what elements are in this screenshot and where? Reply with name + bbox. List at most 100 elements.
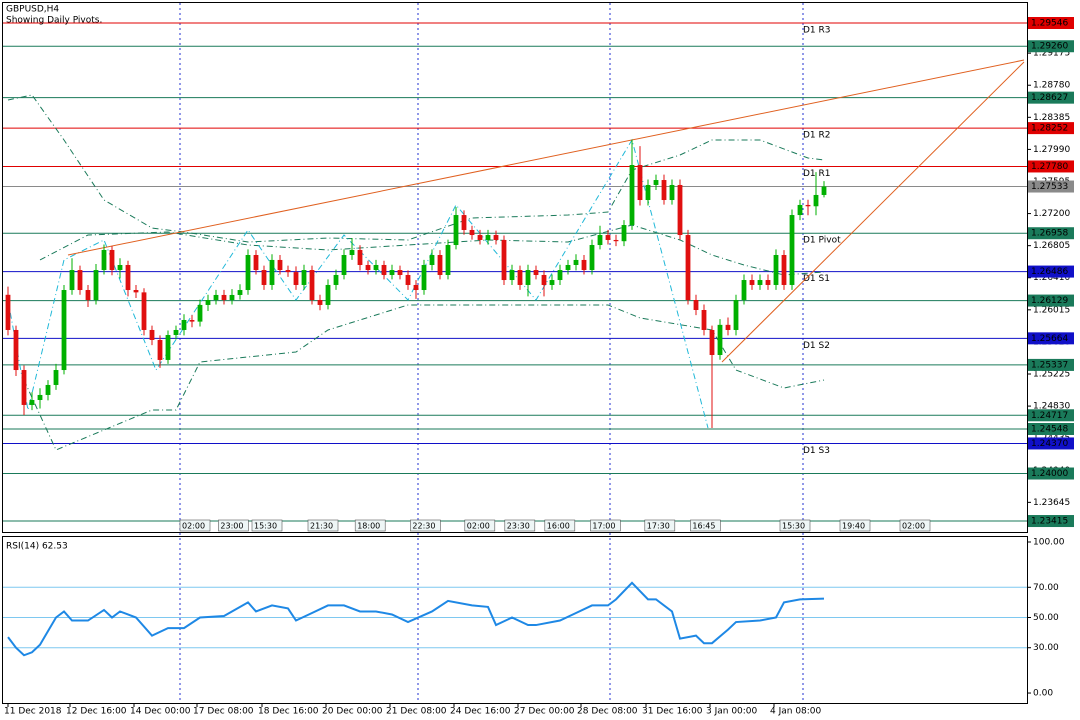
price-box: [1028, 122, 1074, 135]
candle-body: [293, 272, 299, 285]
candle-body: [285, 270, 291, 273]
band-line: [23, 304, 825, 451]
x-tick-label: 21 Dec 08:00: [386, 707, 447, 717]
price-box: [1028, 409, 1074, 422]
candle-body: [493, 235, 499, 240]
y-tick-label: 1.24830: [1033, 402, 1070, 412]
y-tick-label: 1.26410: [1033, 273, 1070, 283]
time-marker: 02:00: [179, 519, 211, 532]
candle-body: [221, 294, 227, 301]
price-box-label: 1.26486: [1031, 267, 1068, 277]
candle-body: [157, 339, 163, 360]
candle-body: [141, 292, 147, 330]
price-box-label: 1.25337: [1031, 360, 1068, 370]
candle-body: [213, 294, 219, 301]
y-tick-label: 1.28385: [1033, 113, 1070, 123]
candle-body: [557, 270, 563, 281]
time-marker: 18:00: [354, 519, 386, 532]
time-marker: 15:30: [251, 519, 283, 532]
time-marker: 21:30: [307, 519, 339, 532]
y-tick-label: 50.00: [1033, 613, 1059, 623]
time-marker-box: [839, 519, 871, 532]
price-box: [1028, 422, 1074, 435]
price-box: [1028, 265, 1074, 278]
y-tick-label: 1.27200: [1033, 209, 1070, 219]
y-tick-label: 1.27990: [1033, 145, 1070, 155]
candle-body: [365, 264, 371, 271]
pivot-label: D1 S3: [803, 446, 830, 456]
candle-body: [317, 300, 323, 305]
candle-body: [757, 280, 763, 285]
candle-body: [629, 164, 635, 226]
plot-layer: 1.291751.287801.283851.279901.275951.272…: [3, 17, 1074, 717]
candle-body: [717, 324, 723, 355]
time-marker-label: 02:00: [902, 522, 925, 531]
candle-body: [429, 255, 435, 265]
candle-body: [101, 249, 107, 271]
candle-body: [29, 400, 35, 405]
candle-body: [45, 384, 51, 395]
band-line: [7, 138, 709, 429]
x-tick-label: 14 Dec 00:00: [130, 707, 191, 717]
candle-body: [373, 264, 379, 271]
candle-body: [637, 164, 643, 201]
pivot-label: D1 S2: [803, 341, 830, 351]
candle-body: [741, 280, 747, 301]
y-tick-label: 1.28780: [1033, 81, 1070, 91]
candle-body: [797, 204, 803, 216]
time-marker-box: [504, 519, 536, 532]
candle-body: [725, 324, 731, 330]
y-tick-label: 1.26015: [1033, 305, 1070, 315]
candle-body: [181, 319, 187, 330]
candle-body: [53, 370, 59, 385]
candle-body: [165, 335, 171, 360]
price-box-label: 1.28252: [1031, 124, 1068, 134]
candle-body: [773, 255, 779, 285]
time-marker-label: 17:30: [647, 522, 670, 531]
candle-body: [117, 264, 123, 271]
time-marker-box: [899, 519, 931, 532]
time-marker: 17:30: [644, 519, 676, 532]
price-box: [1028, 358, 1074, 371]
y-tick-label: 1.23645: [1033, 498, 1070, 508]
time-marker-label: 17:00: [592, 522, 615, 531]
rsi-title: RSI(14) 62.53: [6, 542, 68, 552]
time-marker: 22:30: [410, 519, 441, 532]
y-tick-label: 70.00: [1033, 583, 1059, 593]
main-panel-frame: [2, 2, 1028, 533]
candle-body: [789, 215, 795, 285]
candle-body: [149, 329, 155, 340]
candle-body: [589, 245, 595, 271]
x-tick-label: 31 Dec 16:00: [642, 707, 703, 717]
price-box: [1028, 227, 1074, 240]
candle-body: [485, 235, 491, 240]
price-box-label: 1.24717: [1031, 411, 1068, 421]
x-tick-label: 18 Dec 16:00: [258, 707, 319, 717]
period-separators: [179, 3, 804, 703]
candle-body: [661, 180, 667, 201]
candle-body: [413, 284, 419, 291]
price-box: [1028, 467, 1074, 480]
y-tick-label: 100.00: [1033, 537, 1065, 547]
price-box-label: 1.24548: [1031, 424, 1068, 434]
price-box: [1028, 40, 1074, 53]
pivot-label: D1 R3: [803, 26, 831, 36]
candle-body: [621, 225, 627, 242]
time-marker-box: [307, 519, 339, 532]
price-box-label: 1.29260: [1031, 42, 1068, 52]
time-marker-box: [464, 519, 496, 532]
time-marker: 23:30: [504, 519, 536, 532]
candle-body: [341, 255, 347, 275]
candle-body: [509, 270, 515, 281]
candle-body: [37, 394, 43, 400]
candle-body: [477, 235, 483, 240]
candle-body: [813, 194, 819, 207]
candle-body: [613, 239, 619, 242]
candle-body: [173, 329, 179, 336]
price-box-label: 1.25664: [1031, 334, 1068, 344]
pivot-label: D1 S1: [803, 274, 830, 284]
x-tick-label: 3 Jan 00:00: [706, 707, 758, 717]
time-marker: 02:00: [899, 519, 931, 532]
